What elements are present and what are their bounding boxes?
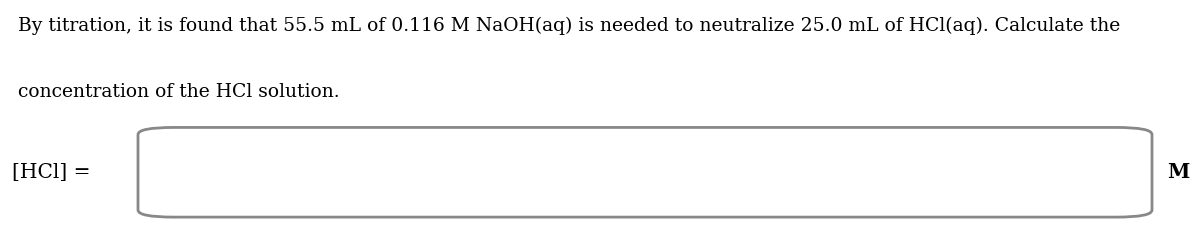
Text: By titration, it is found that 55.5 mL of 0.116 M NaOH(aq) is needed to neutrali: By titration, it is found that 55.5 mL o… bbox=[18, 17, 1121, 35]
Text: concentration of the HCl solution.: concentration of the HCl solution. bbox=[18, 83, 340, 101]
Text: [HCl] =: [HCl] = bbox=[12, 163, 90, 182]
FancyBboxPatch shape bbox=[138, 127, 1152, 217]
Text: M: M bbox=[1168, 162, 1190, 182]
